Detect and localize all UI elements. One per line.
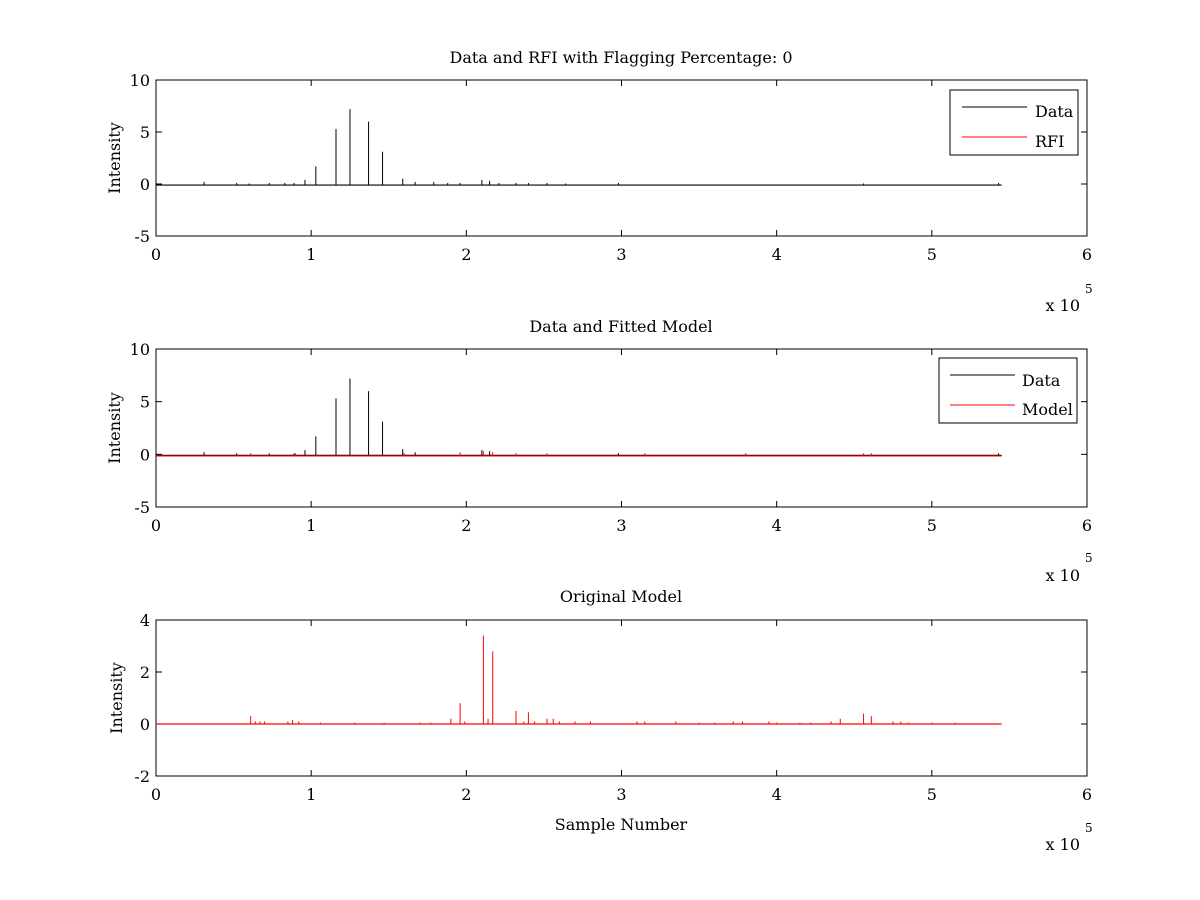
y-tick-label: 2: [140, 663, 150, 682]
x-tick-label: 2: [461, 516, 471, 535]
subplot-title: Data and RFI with Flagging Percentage: 0: [449, 48, 792, 67]
y-tick-label: -5: [134, 227, 150, 246]
subplot-rfi: Data and RFI with Flagging Percentage: 0…: [105, 48, 1093, 315]
subplot-title: Original Model: [560, 587, 682, 606]
legend-entry-model: Model: [1022, 400, 1073, 419]
x-tick-label: 1: [306, 516, 316, 535]
x-exponent-base: x 10: [1046, 296, 1080, 315]
y-axis-label: Intensity: [107, 662, 126, 734]
y-tick-label: 10: [130, 71, 150, 90]
series-group: [156, 635, 1002, 725]
x-tick-label: 6: [1082, 785, 1092, 804]
x-exponent-power: 5: [1085, 282, 1093, 296]
y-axis-label: Intensity: [105, 392, 124, 464]
x-tick-label: 0: [151, 245, 161, 264]
y-tick-label: 4: [140, 611, 150, 630]
x-tick-label: 6: [1082, 245, 1092, 264]
x-exponent-power: 5: [1085, 821, 1093, 835]
x-axis-label: Sample Number: [555, 815, 688, 834]
series-group: [156, 378, 1002, 457]
x-tick-label: 5: [927, 785, 937, 804]
x-tick-label: 5: [927, 245, 937, 264]
y-tick-label: -2: [134, 767, 150, 786]
series-model: [156, 451, 1002, 457]
y-axis-label: Intensity: [105, 122, 124, 194]
legend-box: [949, 89, 1079, 156]
legend-entry-rfi: RFI: [1035, 132, 1064, 151]
series-data: [156, 109, 1002, 186]
x-tick-label: 2: [461, 785, 471, 804]
y-tick-label: 0: [140, 445, 150, 464]
plot-frame: [155, 348, 1088, 508]
x-tick-label: 5: [927, 516, 937, 535]
legend-entry-data: Data: [1035, 102, 1074, 121]
legend: Data Model: [938, 357, 1078, 424]
y-tick-label: -5: [134, 498, 150, 517]
y-tick-label: 5: [140, 123, 150, 142]
x-exponent-power: 5: [1085, 551, 1093, 565]
legend-box: [938, 357, 1078, 424]
legend: Data RFI: [949, 89, 1079, 156]
y-tick-label: 10: [130, 340, 150, 359]
y-tick-label: 5: [140, 393, 150, 412]
y-tick-label: 0: [140, 175, 150, 194]
x-tick-label: 0: [151, 785, 161, 804]
x-tick-label: 6: [1082, 516, 1092, 535]
x-tick-label: 2: [461, 245, 471, 264]
series-line: [156, 635, 1002, 725]
x-tick-label: 3: [616, 245, 626, 264]
x-tick-label: 1: [306, 785, 316, 804]
x-tick-label: 3: [616, 785, 626, 804]
x-tick-label: 1: [306, 245, 316, 264]
series-group: [156, 109, 1002, 186]
subplot-title: Data and Fitted Model: [529, 317, 712, 336]
x-tick-label: 4: [772, 516, 782, 535]
x-tick-label: 0: [151, 516, 161, 535]
plot-frame: [155, 619, 1088, 777]
x-exponent-base: x 10: [1046, 835, 1080, 854]
legend-entry-data: Data: [1022, 371, 1061, 390]
x-exponent-base: x 10: [1046, 566, 1080, 585]
x-tick-label: 3: [616, 516, 626, 535]
x-tick-label: 4: [772, 245, 782, 264]
x-tick-label: 4: [772, 785, 782, 804]
y-tick-label: 0: [140, 715, 150, 734]
plot-frame: [155, 79, 1088, 237]
